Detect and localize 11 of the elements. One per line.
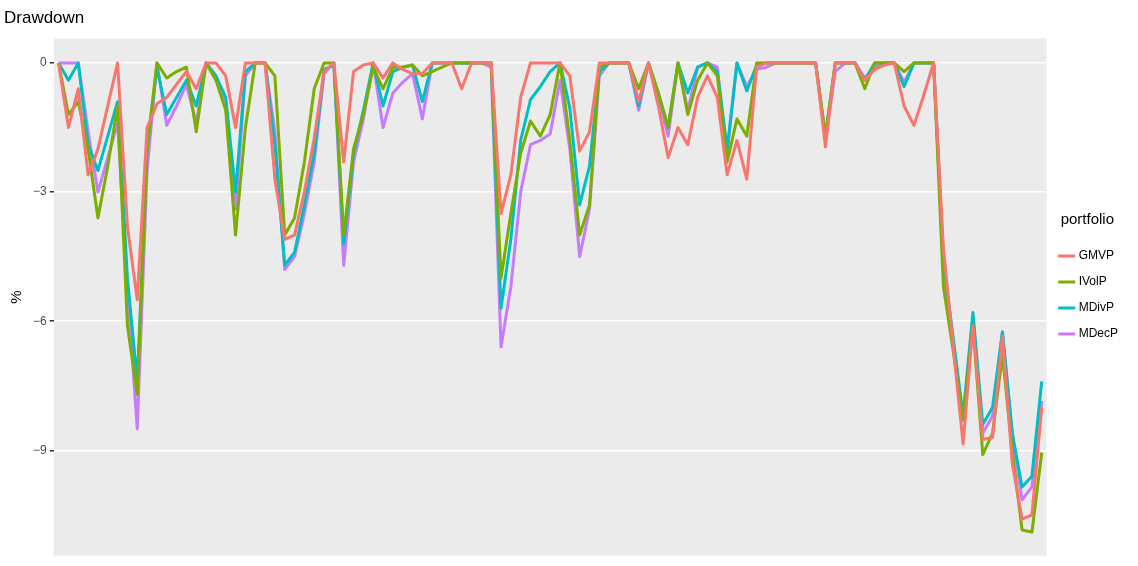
legend-label: GMVP [1078,248,1114,263]
chart-title: Drawdown [4,7,85,27]
y-tick-label: −9 [32,442,47,457]
legend-label: IVolP [1078,274,1107,289]
y-axis-title: % [7,290,25,304]
y-tick-label: −6 [32,313,47,328]
legend-label: MDecP [1078,326,1118,341]
y-tick-label: 0 [39,55,47,70]
legend-title: portfolio [1060,209,1115,227]
legend-label: MDivP [1078,300,1114,315]
y-tick-label: −3 [32,184,47,199]
